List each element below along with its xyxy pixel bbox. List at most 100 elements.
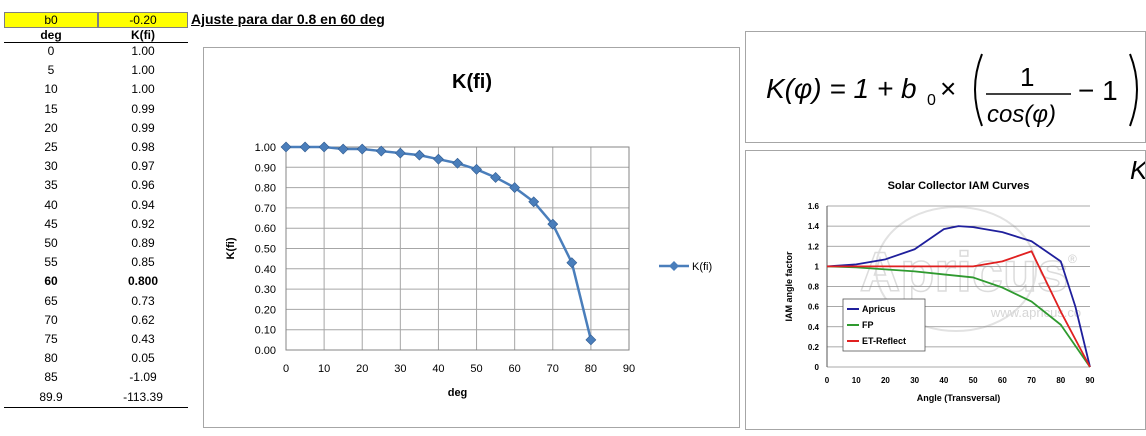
b0-label-cell[interactable]: b0 [4,12,98,28]
iam-legend-label: ET-Reflect [862,336,906,346]
deg-cell[interactable]: 80 [44,351,58,366]
k-cell[interactable]: 0.85 [131,255,155,270]
k-cell[interactable]: 0.89 [131,236,155,250]
k-cell[interactable]: 1.00 [131,82,155,97]
kfi-chart-frame[interactable]: K(fi) 0.00 0.10 0.20 0.30 0.40 0.50 0.60 0.70 0.8… [203,47,740,428]
watermark-url: www.apricus.co [990,305,1081,320]
adjust-note: Ajuste para dar 0.8 en 60 deg [191,11,385,27]
k-cell[interactable]: 0.98 [131,140,155,154]
x-tick-label: 30 [394,363,406,375]
deg-cell[interactable]: 75 [44,332,58,346]
k-cell[interactable]: -1.09 [129,370,157,385]
deg-cell[interactable]: 55 [44,255,58,270]
k-cell[interactable]: 0.62 [131,312,155,327]
k-cell[interactable]: 0.94 [131,197,155,212]
deg-cell[interactable]: 35 [44,178,58,193]
watermark-logo: Apricus [860,240,1069,303]
formula-svg: K(φ) = 1 + b 0 × 1 cos(φ) − 1 [766,53,1138,128]
y-tick-label: 0.70 [255,203,276,215]
formula-minus-one: − 1 [1078,75,1118,106]
k-cell[interactable]: 0.99 [131,120,155,135]
deg-cell[interactable]: 20 [44,120,58,135]
y-tick-label: 0.00 [255,345,276,357]
y-tick-label: 1.00 [255,142,276,154]
deg-cell[interactable]: 30 [44,159,58,174]
header-underline [4,42,188,43]
iam-x-tick-label: 70 [1027,376,1036,385]
k-cell[interactable]: 1.00 [131,44,155,58]
corner-letter: K [1130,155,1145,185]
k-cell[interactable]: 0.97 [131,159,155,174]
iam-x-tick-label: 80 [1056,376,1065,385]
deg-cell[interactable]: 60 [44,274,58,289]
y-tick-label: 0.10 [255,325,276,337]
deg-cell[interactable]: 85 [44,370,58,385]
x-tick-label: 90 [623,363,635,375]
k-cell[interactable]: 0.99 [131,101,155,116]
iam-chart: Apricus www.apricus.co ® K Solar Collector I… [784,155,1146,403]
data-point [452,157,463,169]
formula-left-paren [974,53,983,127]
k-cell[interactable]: 0.800 [127,274,159,289]
deg-cell[interactable]: 0 [47,44,55,58]
iam-x-tick-label: 30 [910,376,919,385]
k-cell[interactable]: -113.39 [123,389,163,404]
b0-value: -0.20 [129,13,157,27]
deg-cell[interactable]: 10 [44,82,58,97]
y-tick-label: 0.50 [255,244,276,256]
deg-cell[interactable]: 15 [44,101,58,116]
data-point [413,149,425,161]
iam-chart-title: Solar Collector IAM Curves [888,180,1030,192]
deg-cell[interactable]: 45 [44,216,58,231]
formula-box: K(φ) = 1 + b 0 × 1 cos(φ) − 1 [745,31,1146,143]
data-point [394,147,406,159]
y-tick-label: 0.90 [255,162,276,174]
iam-x-tick-label: 50 [969,376,978,385]
y-tick-label: 0.30 [255,284,276,296]
formula-subscript: 0 [927,92,936,109]
k-cell[interactable]: 0.96 [131,178,155,193]
column-header-deg: deg [40,28,62,42]
iam-x-tick-label: 90 [1086,376,1095,385]
b0-label: b0 [44,13,58,27]
iam-image: Apricus www.apricus.co ® K Solar Collector I… [745,150,1146,430]
data-point [337,143,349,155]
formula-numerator: 1 [1020,62,1034,92]
formula-denominator: cos(φ) [987,101,1056,128]
data-point [280,141,292,153]
iam-y-tick-label: 1.4 [808,222,820,231]
iam-series-line-fp [826,265,1091,368]
iam-y-tick-label: 0 [815,363,820,372]
x-tick-label: 80 [585,363,597,375]
deg-cell[interactable]: 89.9 [39,389,63,404]
deg-cell[interactable]: 40 [44,197,58,212]
iam-y-tick-label: 1.6 [808,202,820,211]
deg-cell[interactable]: 70 [44,312,58,327]
x-tick-label: 50 [470,363,482,375]
y-tick-label: 0.20 [255,304,276,316]
x-tick-label: 0 [283,363,289,375]
data-point [528,196,540,208]
iam-y-tick-label: 0.2 [808,343,820,352]
k-cell[interactable]: 0.92 [131,216,155,231]
k-cell[interactable]: 1.00 [131,63,155,78]
deg-cell[interactable]: 5 [47,63,55,78]
data-point [471,163,482,175]
chart-title: K(fi) [452,71,492,93]
formula-times: × [940,73,956,104]
b0-value-cell[interactable]: -0.20 [98,12,188,28]
k-cell[interactable]: 0.73 [131,293,155,308]
deg-cell[interactable]: 65 [44,293,58,308]
y-tick-label: 0.40 [255,264,276,276]
deg-cell[interactable]: 50 [44,236,58,250]
y-axis-label: K(fi) [225,237,237,259]
k-cell[interactable]: 0.05 [131,351,155,366]
data-point [375,145,387,157]
x-tick-label: 10 [318,363,330,375]
deg-cell[interactable]: 25 [44,140,58,154]
legend-label: K(fi) [692,261,712,273]
k-cell[interactable]: 0.43 [131,332,155,346]
iam-y-tick-label: 1 [815,262,820,271]
x-tick-label: 70 [547,363,559,375]
iam-y-tick-label: 0.4 [808,323,820,332]
